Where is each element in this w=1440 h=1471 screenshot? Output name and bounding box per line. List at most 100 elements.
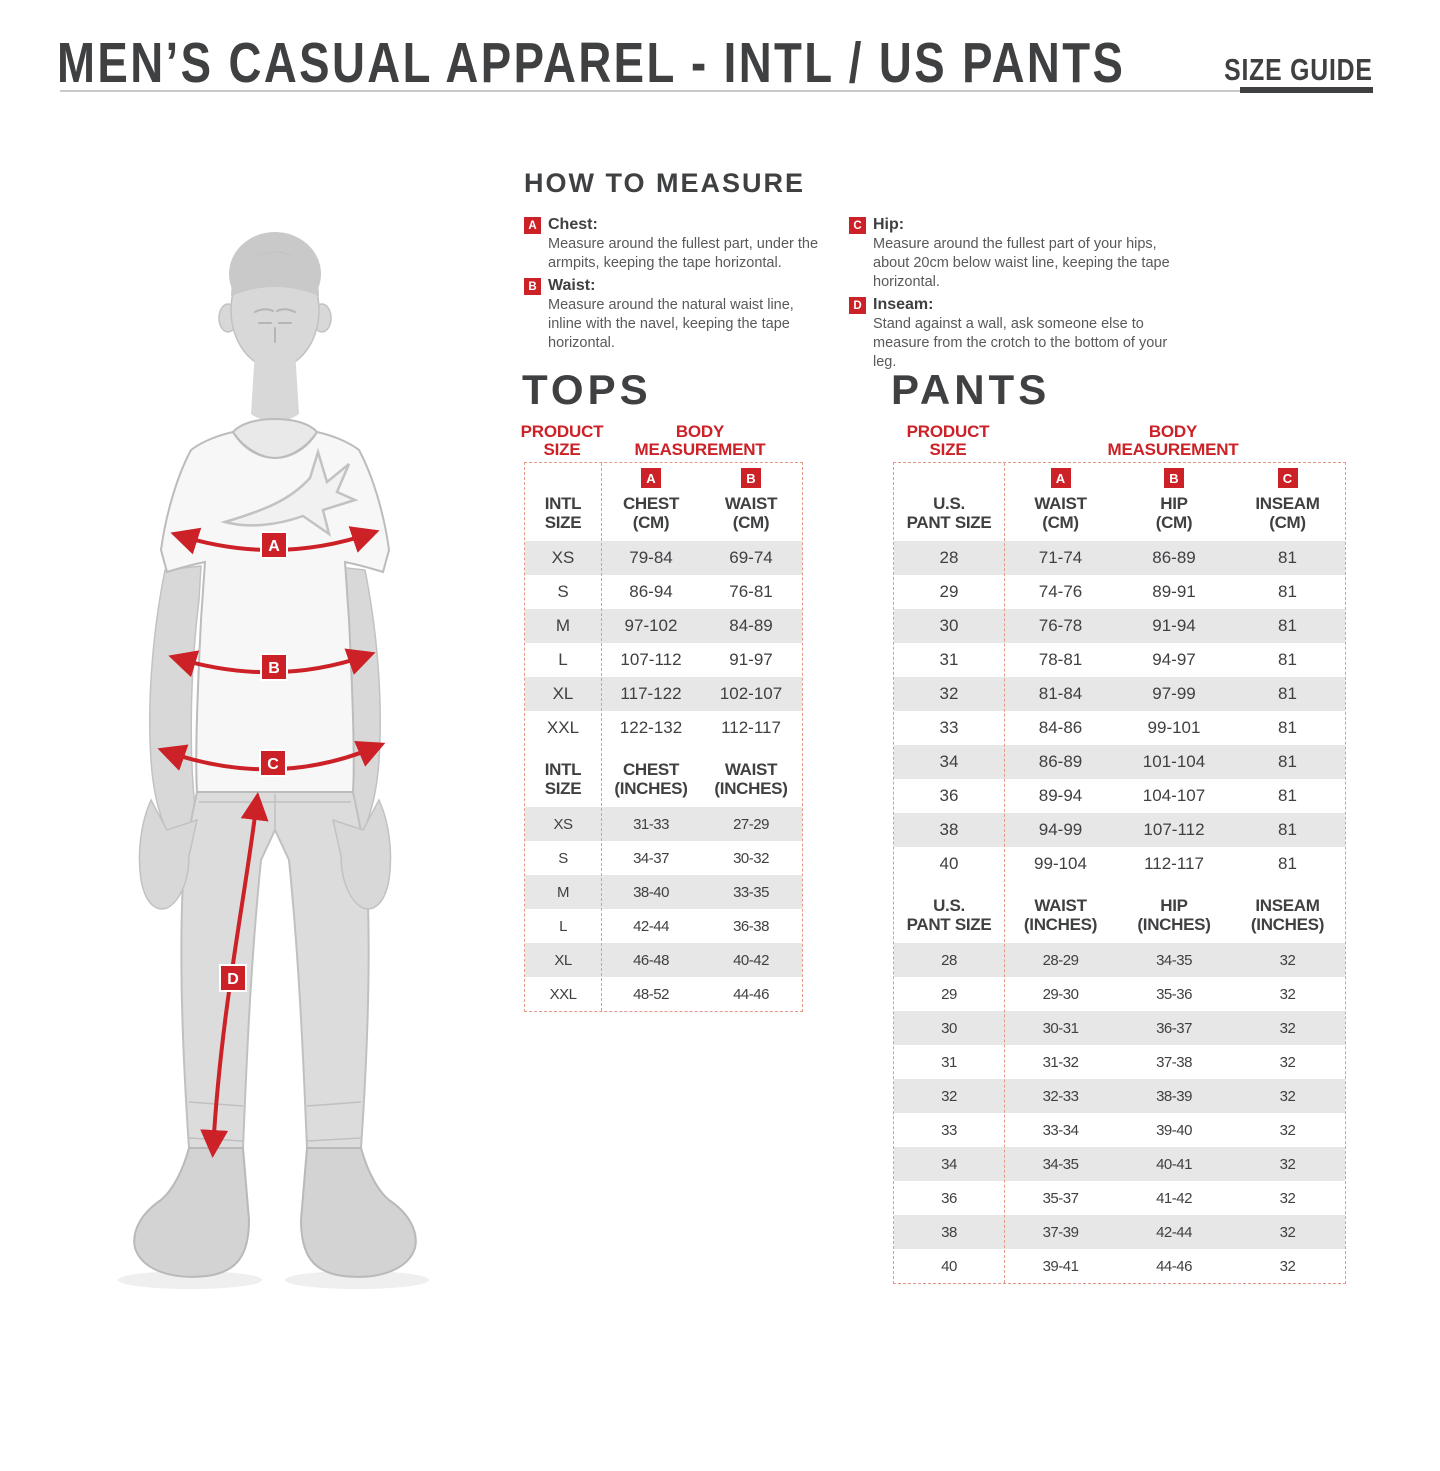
header-line: (CM) (632, 513, 670, 532)
row-value-cell: 81 (1278, 684, 1297, 703)
row-value-cell: 28-29 (1042, 951, 1079, 969)
row-size-cell: 33 (939, 718, 959, 737)
pants-inches-inseam-column-header: INSEAM (INCHES) (1231, 881, 1344, 943)
table-row: XL 117-122 102-107 (525, 677, 802, 711)
row-value-cell: 38-40 (633, 883, 669, 901)
header-line: (CM) (732, 513, 770, 532)
row-value-cell: 122-132 (619, 718, 683, 737)
pants-cm-size-column-header: U.S. PANT SIZE (894, 463, 1004, 541)
header-line: INTL (544, 760, 582, 779)
row-value-cell: 99-101 (1147, 718, 1201, 737)
header-line: (INCHES) (714, 779, 788, 798)
row-value-cell: 112-117 (1144, 854, 1204, 873)
measure-badge-b: B (524, 278, 541, 295)
row-value-cell: 74-76 (1038, 582, 1083, 601)
table-row: 31 31-32 37-38 32 (894, 1045, 1345, 1079)
measure-badge-a: A (524, 217, 541, 234)
tops-cm-header-row: INTL SIZE A CHEST (CM) B WAIST (CM) (525, 463, 802, 541)
measure-item-hip: C Hip: Measure around the fullest part o… (849, 215, 1194, 292)
row-value-cell: 91-94 (1152, 616, 1196, 635)
row-value-cell: 36-37 (1156, 1019, 1192, 1037)
table-row: 29 74-76 89-91 81 (894, 575, 1345, 609)
row-value-cell: 81 (1278, 650, 1297, 669)
table-row: 34 34-35 40-41 32 (894, 1147, 1345, 1181)
header-line: (CM) (1269, 513, 1306, 532)
header-line: (INCHES) (1250, 915, 1325, 934)
row-value-cell: 107-112 (620, 650, 682, 669)
pants-product-size-line2: SIZE (929, 440, 967, 459)
row-value-cell: 102-107 (719, 684, 783, 703)
row-size-cell: XL (554, 951, 572, 969)
page-title: MEN’S CASUAL APPAREL - INTL / US PANTS (57, 31, 1126, 95)
row-value-cell: 99-104 (1034, 854, 1087, 873)
table-row: M 38-40 33-35 (525, 875, 802, 909)
row-size-cell: XL (552, 684, 574, 703)
pants-body-measurement-line1: BODY (1148, 422, 1198, 441)
table-row: S 86-94 76-81 (525, 575, 802, 609)
tops-body-measurement-header: BODY MEASUREMENT (600, 423, 800, 459)
table-row: 33 84-86 99-101 81 (894, 711, 1345, 745)
row-size-cell: 40 (939, 854, 959, 873)
figure-label-b-text: B (268, 660, 280, 677)
table-row: XS 79-84 69-74 (525, 541, 802, 575)
measure-label: Chest: (548, 216, 598, 233)
measure-label: Waist: (548, 277, 596, 294)
figure-label-c-text: C (267, 756, 279, 773)
measure-column-2: C Hip: Measure around the fullest part o… (849, 215, 1194, 375)
table-row: 30 30-31 36-37 32 (894, 1011, 1345, 1045)
measure-text: Measure around the fullest part, under t… (548, 236, 819, 271)
row-value-cell: 34-37 (633, 849, 669, 867)
table-row: L 42-44 36-38 (525, 909, 802, 943)
table-row: 32 32-33 38-39 32 (894, 1079, 1345, 1113)
row-value-cell: 34-35 (1042, 1155, 1079, 1173)
row-size-cell: M (557, 883, 570, 901)
header-line: WAIST (1034, 896, 1087, 915)
tops-product-size-line2: SIZE (543, 440, 581, 459)
table-row: M 97-102 84-89 (525, 609, 802, 643)
table-row: 28 71-74 86-89 81 (894, 541, 1345, 575)
pants-inches-size-column-header: U.S. PANT SIZE (894, 881, 1004, 943)
tops-table: INTL SIZE A CHEST (CM) B WAIST (CM) XS 79… (524, 462, 803, 1012)
row-value-cell: 48-52 (633, 985, 669, 1003)
row-size-cell: 34 (941, 1155, 957, 1173)
man-neck (251, 350, 299, 422)
table-row: 29 29-30 35-36 32 (894, 977, 1345, 1011)
row-value-cell: 81 (1278, 752, 1297, 771)
row-value-cell: 38-39 (1156, 1087, 1192, 1105)
how-to-measure-title: HOW TO MEASURE (524, 168, 806, 198)
table-badge-a: A (1050, 468, 1071, 488)
pants-cuff-right-seam (306, 1101, 362, 1142)
row-value-cell: 33-34 (1042, 1121, 1079, 1139)
row-value-cell: 44-46 (733, 985, 769, 1003)
row-value-cell: 34-35 (1156, 951, 1192, 969)
row-value-cell: 39-40 (1156, 1121, 1192, 1139)
table-row: XS 31-33 27-29 (525, 807, 802, 841)
floor-shadow-left (118, 1271, 262, 1289)
pants-inches-waist-column-header: WAIST (INCHES) (1004, 881, 1117, 943)
row-size-cell: 38 (941, 1223, 957, 1241)
row-value-cell: 40-41 (1156, 1155, 1192, 1173)
row-size-cell: 40 (941, 1257, 957, 1275)
table-row: 30 76-78 91-94 81 (894, 609, 1345, 643)
tops-cm-rows: XS 79-84 69-74 S 86-94 76-81 M 97-102 84-89 L 107-… (525, 541, 802, 745)
row-value-cell: 94-97 (1152, 650, 1196, 669)
pants-cm-header-row: U.S. PANT SIZE A WAIST (CM) B HIP (CM) C… (894, 463, 1345, 541)
row-value-cell: 81 (1278, 616, 1297, 635)
table-row: S 34-37 30-32 (525, 841, 802, 875)
row-size-cell: XXL (546, 718, 580, 737)
measure-text: Stand against a wall, ask someone else t… (873, 316, 1168, 370)
header-line: HIP (1160, 896, 1188, 915)
row-value-cell: 76-78 (1038, 616, 1083, 635)
row-value-cell: 81 (1278, 582, 1297, 601)
row-value-cell: 32 (1279, 1053, 1296, 1071)
row-value-cell: 86-89 (1152, 548, 1196, 567)
row-size-cell: M (555, 616, 571, 635)
row-value-cell: 27-29 (733, 815, 769, 833)
measure-column-1: A Chest: Measure around the fullest part… (524, 215, 824, 375)
measure-item-inseam: D Inseam: Stand against a wall, ask some… (849, 295, 1194, 372)
header-divider-accent (1240, 87, 1373, 93)
row-value-cell: 97-102 (624, 616, 678, 635)
pants-cm-rows: 28 71-74 86-89 81 29 74-76 89-91 81 30 76-78 91-94… (894, 541, 1345, 881)
inseam-arrow (200, 792, 269, 1158)
